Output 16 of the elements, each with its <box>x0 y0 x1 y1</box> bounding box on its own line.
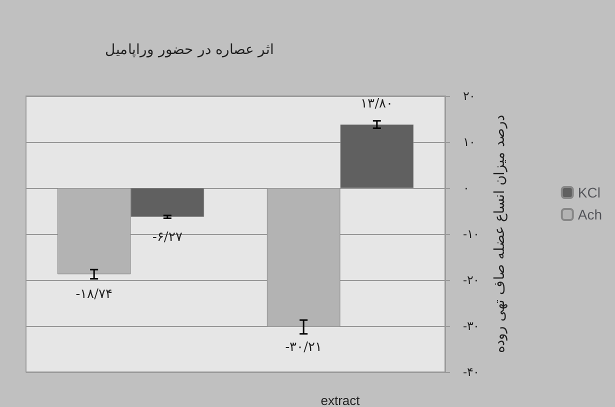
legend-label: Ach <box>578 206 602 222</box>
y-axis-title: درصد میزان انساع عضله صاف تهی روده <box>492 115 508 353</box>
data-label: -۶/۲۷ <box>152 230 182 245</box>
y-tick-label: ۲۰ <box>463 89 475 103</box>
y-tick-label: ۱۰ <box>463 135 475 149</box>
y-tick-label: -۱۰ <box>463 227 480 241</box>
legend-label: KCl <box>578 184 600 200</box>
data-label: -۱۸/۷۴ <box>76 287 112 302</box>
y-tick-label: ۰ <box>463 181 469 195</box>
y-tick-label: -۳۰ <box>463 319 480 333</box>
y-tick-label: -۴۰ <box>463 365 480 379</box>
chart-title: اثر عصاره در حضور وراپامیل <box>105 42 274 58</box>
data-label: ۱۳/۸۰ <box>360 96 394 112</box>
data-label: -۳۰/۲۱ <box>285 340 322 355</box>
y-tick-label: -۲۰ <box>463 273 480 287</box>
x-tick-label: extract <box>320 393 360 407</box>
